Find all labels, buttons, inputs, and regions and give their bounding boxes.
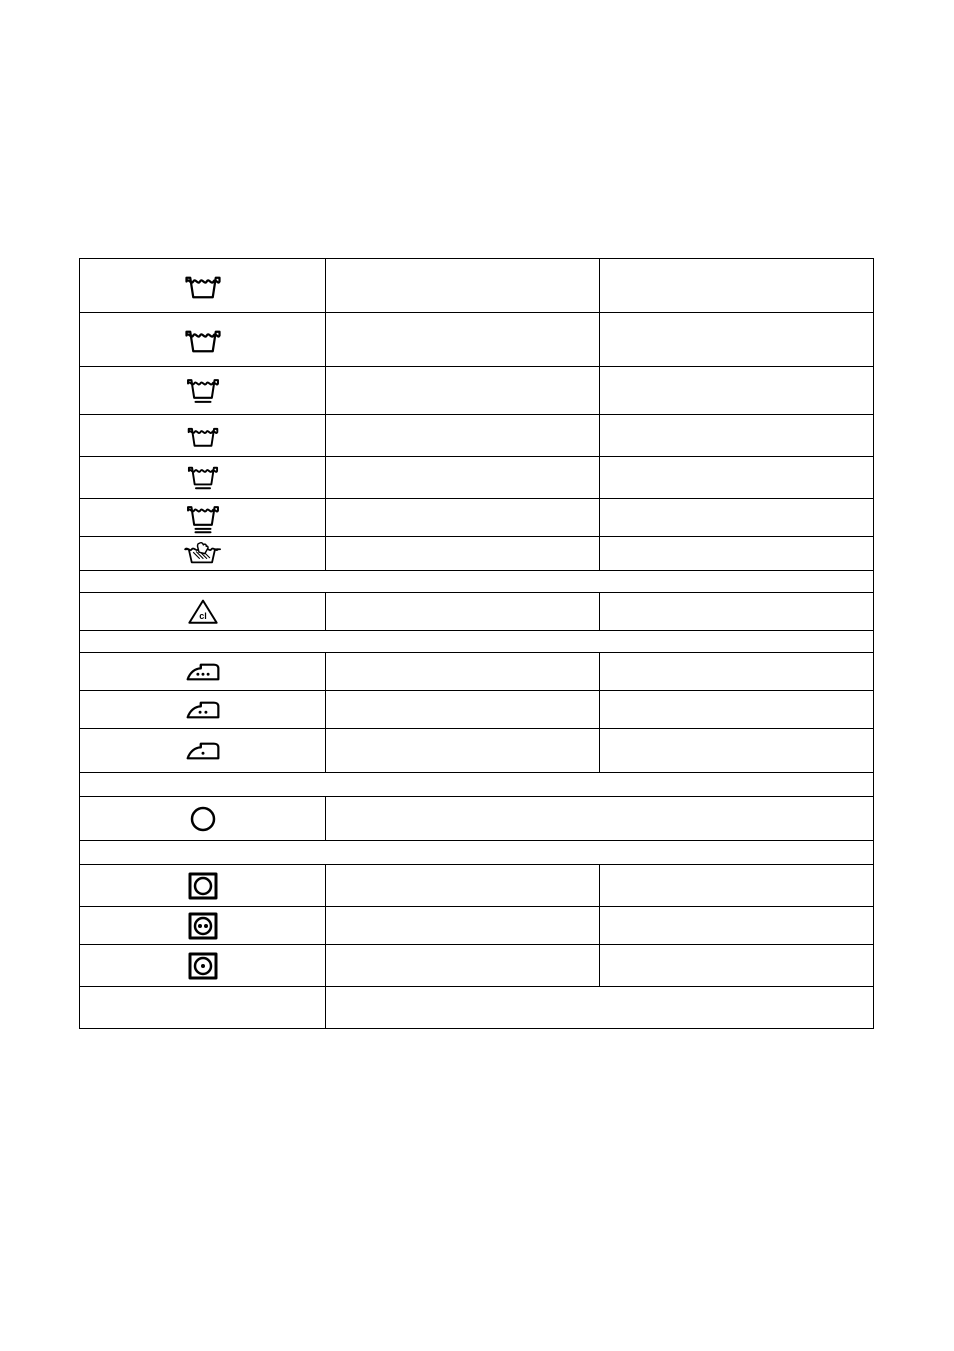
symbol-cell: [80, 945, 326, 987]
table-row: [80, 773, 874, 797]
description-cell: [326, 945, 600, 987]
symbol-cell: [80, 313, 326, 367]
description-cell: [326, 729, 600, 773]
bleach-cl-icon: cl: [80, 598, 325, 626]
description-cell: [326, 797, 874, 841]
svg-text:cl: cl: [199, 610, 207, 620]
table-row: [80, 259, 874, 313]
note-cell: [600, 499, 874, 537]
description-cell: [326, 653, 600, 691]
description-cell: [326, 537, 600, 571]
description-cell: [326, 865, 600, 907]
description-cell: [326, 457, 600, 499]
spacer-cell: [80, 841, 874, 865]
wash-basin-2bar-icon: [80, 501, 325, 535]
symbol-cell: [80, 457, 326, 499]
iron-2dot-icon: [80, 698, 325, 722]
table-row: [80, 499, 874, 537]
tumble-dry-2dot-icon: [80, 911, 325, 941]
symbol-cell: [80, 499, 326, 537]
symbol-cell: [80, 415, 326, 457]
symbol-cell: [80, 537, 326, 571]
symbol-cell: [80, 729, 326, 773]
spacer-cell: [80, 631, 874, 653]
note-cell: [600, 367, 874, 415]
table-row: cl: [80, 593, 874, 631]
table-row: [80, 457, 874, 499]
table-row: [80, 797, 874, 841]
tumble-dry-1dot-icon: [80, 951, 325, 981]
table-row: [80, 653, 874, 691]
table-row: [80, 415, 874, 457]
iron-3dot-icon: [80, 660, 325, 684]
table-row: [80, 367, 874, 415]
note-cell: [600, 593, 874, 631]
table-row: [80, 537, 874, 571]
note-cell: [600, 537, 874, 571]
iron-1dot-icon: [80, 739, 325, 763]
description-cell: [326, 499, 600, 537]
spacer-cell: [80, 773, 874, 797]
dryclean-circle-icon: [80, 804, 325, 834]
note-cell: [600, 457, 874, 499]
note-cell: [600, 945, 874, 987]
wash-basin-icon: [80, 325, 325, 355]
note-cell: [600, 313, 874, 367]
wash-basin-icon: [80, 271, 325, 301]
table-row: [80, 729, 874, 773]
note-cell: [600, 415, 874, 457]
note-cell: [600, 653, 874, 691]
care-symbols-table: cl: [79, 258, 874, 1029]
symbol-cell: [80, 987, 326, 1029]
symbol-cell: [80, 797, 326, 841]
symbol-cell: cl: [80, 593, 326, 631]
symbol-cell: [80, 259, 326, 313]
table-row: [80, 691, 874, 729]
description-cell: [326, 987, 874, 1029]
tumble-dry-icon: [80, 871, 325, 901]
note-cell: [600, 259, 874, 313]
symbol-cell: [80, 653, 326, 691]
note-cell: [600, 729, 874, 773]
hand-wash-icon: [80, 541, 325, 567]
symbol-cell: [80, 865, 326, 907]
description-cell: [326, 691, 600, 729]
table-row: [80, 841, 874, 865]
wash-basin-icon: [80, 423, 325, 449]
note-cell: [600, 691, 874, 729]
symbol-cell: [80, 691, 326, 729]
table-row: [80, 945, 874, 987]
table-row: [80, 907, 874, 945]
wash-basin-1bar-icon: [80, 462, 325, 494]
description-cell: [326, 415, 600, 457]
table-row: [80, 571, 874, 593]
description-cell: [326, 367, 600, 415]
note-cell: [600, 865, 874, 907]
description-cell: [326, 259, 600, 313]
description-cell: [326, 313, 600, 367]
page-root: cl: [0, 0, 954, 1351]
table-row: [80, 865, 874, 907]
table-row: [80, 987, 874, 1029]
symbol-cell: [80, 367, 326, 415]
table-row: [80, 313, 874, 367]
spacer-cell: [80, 571, 874, 593]
symbol-cell: [80, 907, 326, 945]
description-cell: [326, 907, 600, 945]
description-cell: [326, 593, 600, 631]
wash-basin-1bar-icon: [80, 374, 325, 408]
note-cell: [600, 907, 874, 945]
table-row: [80, 631, 874, 653]
